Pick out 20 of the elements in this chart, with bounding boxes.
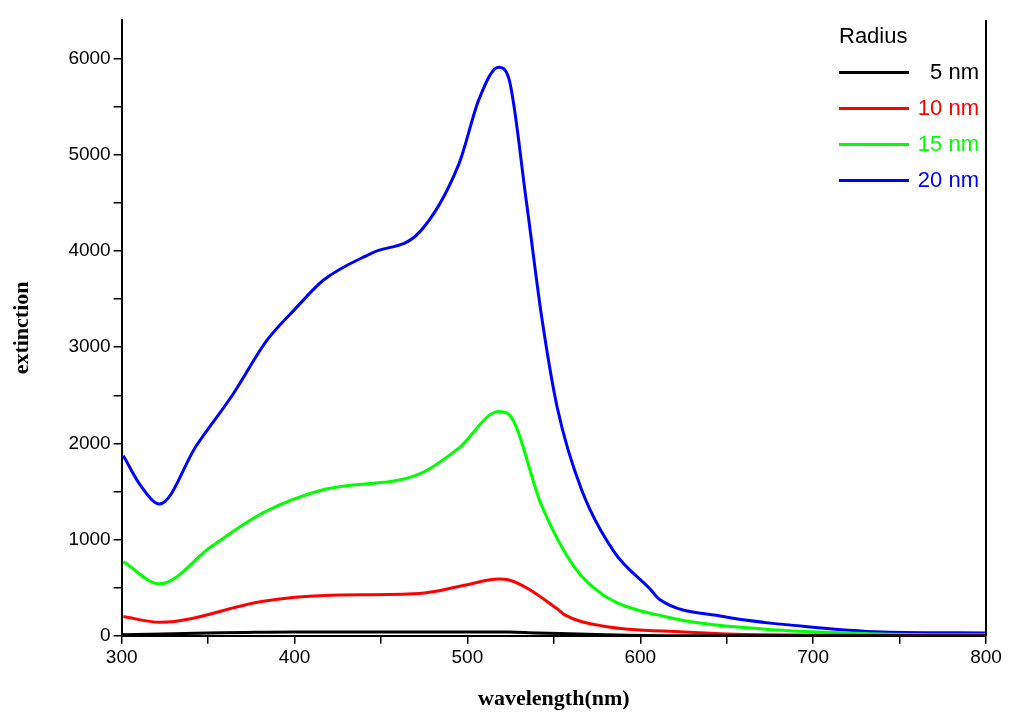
y-axis-title: extinction bbox=[7, 281, 33, 375]
y-tick-label: 3000 bbox=[68, 335, 111, 357]
y-tick-label: 6000 bbox=[68, 46, 111, 68]
x-tick-label: 400 bbox=[278, 646, 311, 668]
x-tick-label: 300 bbox=[105, 646, 138, 668]
legend-label: 20 nm bbox=[916, 166, 979, 194]
y-tick-label: 4000 bbox=[68, 239, 111, 261]
legend-title: Radius bbox=[839, 22, 909, 50]
y-tick-label: 0 bbox=[100, 624, 111, 646]
y-tick-label: 2000 bbox=[68, 431, 111, 453]
legend-label: 15 nm bbox=[916, 130, 979, 158]
y-tick-label: 5000 bbox=[68, 142, 111, 164]
legend-label: 10 nm bbox=[916, 94, 979, 122]
x-axis-title: wavelength(nm) bbox=[478, 685, 630, 711]
x-tick-label: 600 bbox=[624, 646, 657, 668]
x-tick-label: 500 bbox=[451, 646, 484, 668]
x-tick-label: 800 bbox=[970, 646, 1002, 668]
y-tick-label: 1000 bbox=[68, 527, 111, 549]
x-tick-label: 700 bbox=[797, 646, 829, 668]
legend-label: 5 nm bbox=[929, 58, 979, 86]
